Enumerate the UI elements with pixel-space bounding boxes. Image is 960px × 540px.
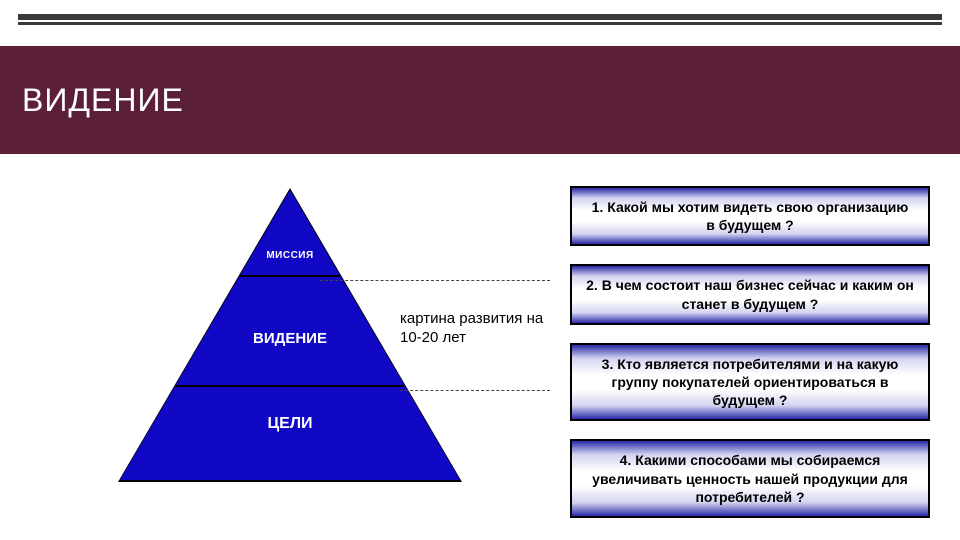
pyramid-level-vision: ВИДЕНИЕ xyxy=(253,330,327,347)
pyramid-divider-1 xyxy=(240,275,340,277)
page-title: ВИДЕНИЕ xyxy=(22,82,184,119)
question-box-1: 1. Какой мы хотим видеть свою организаци… xyxy=(570,186,930,246)
title-band: ВИДЕНИЕ xyxy=(0,46,960,154)
question-box-2: 2. В чем состоит наш бизнес сейчас и как… xyxy=(570,264,930,324)
callout-dashed-bottom xyxy=(400,390,550,391)
pyramid-level-mission: МИССИЯ xyxy=(266,250,313,261)
callout-dashed-top xyxy=(320,280,550,281)
top-rule-thin xyxy=(18,22,942,25)
pyramid-divider-2 xyxy=(176,385,404,387)
questions-column: 1. Какой мы хотим видеть свою организаци… xyxy=(570,186,930,518)
question-box-3: 3. Кто является потребителями и на какую… xyxy=(570,343,930,422)
pyramid-level-goals: ЦЕЛИ xyxy=(267,415,312,433)
question-box-4: 4. Какими способами мы собираемся увелич… xyxy=(570,439,930,518)
top-rule-thick xyxy=(18,14,942,20)
pyramid-callout-text: картина развития на 10-20 лет xyxy=(400,310,550,348)
